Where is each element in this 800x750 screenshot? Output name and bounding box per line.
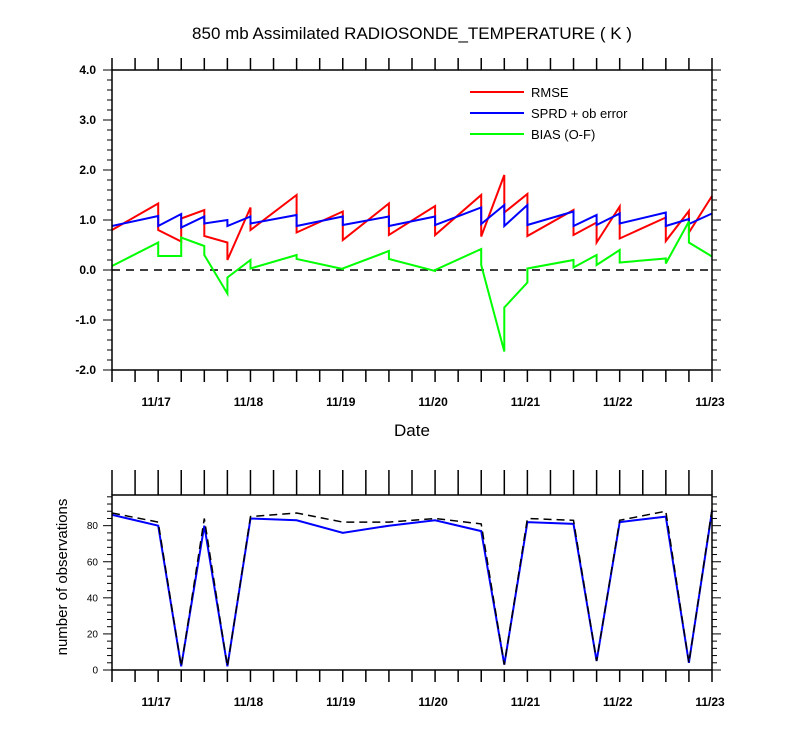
y-tick-label: 3.0 <box>79 113 96 127</box>
legend-label: SPRD + ob error <box>531 106 628 121</box>
x-tick-label: 11/23 <box>695 395 725 409</box>
obs-y-tick-label: 40 <box>87 593 99 604</box>
legend: RMSE SPRD + ob error BIAS (O-F) <box>470 85 628 142</box>
x-tick-label: 11/21 <box>511 395 541 409</box>
legend-label: RMSE <box>531 85 569 100</box>
obs-y-tick-label: 20 <box>87 629 99 640</box>
bottom-plot-content: 0 20 40 60 80 11/17 11/18 11/19 11/20 11/21 11/22 1… <box>87 470 725 709</box>
top-plot-content: -2.0 -1.0 0.0 1.0 2.0 3.0 4.0 11/17 11/18 11/19 11… <box>75 58 725 409</box>
y-tick-label: 1.0 <box>79 213 96 227</box>
top-chart: 850 mb Assimilated RADIOSONDE_TEMPERATUR… <box>75 24 725 440</box>
y-tick-label: -1.0 <box>75 313 96 327</box>
y-tick-label: 0.0 <box>79 263 96 277</box>
y-axis-label-observations: number of observations <box>54 499 71 656</box>
y-tick-label: 2.0 <box>79 163 96 177</box>
chart-title: 850 mb Assimilated RADIOSONDE_TEMPERATUR… <box>192 24 632 43</box>
x-tick-label: 11/22 <box>603 395 633 409</box>
obs-x-tick-label: 11/22 <box>603 695 633 709</box>
y-tick-label: 4.0 <box>79 63 96 77</box>
obs-y-tick-label: 0 <box>92 666 98 677</box>
obs-y-tick-label: 80 <box>87 521 99 532</box>
series-line-bias-o-f- <box>111 221 713 352</box>
y-tick-label: -2.0 <box>75 363 96 377</box>
obs-x-tick-label: 11/23 <box>695 695 725 709</box>
bottom-plot-frame <box>111 494 713 671</box>
x-tick-label: 11/17 <box>141 395 171 409</box>
top-plot-frame <box>111 69 713 371</box>
x-tick-label: 11/18 <box>234 395 264 409</box>
obs-x-tick-label: 11/17 <box>141 695 171 709</box>
series-line-sprd-ob-error <box>111 202 713 230</box>
obs-x-tick-label: 11/19 <box>326 695 356 709</box>
obs-x-tick-label: 11/18 <box>234 695 264 709</box>
obs-x-tick-label: 11/20 <box>418 695 448 709</box>
x-tick-label: 11/20 <box>418 395 448 409</box>
obs-y-tick-label: 60 <box>87 557 99 568</box>
x-axis-label: Date <box>394 421 430 440</box>
series-line-possible-observations <box>111 509 713 667</box>
bottom-chart: 0 20 40 60 80 11/17 11/18 11/19 11/20 11/21 11/22 1… <box>54 470 725 709</box>
x-tick-label: 11/19 <box>326 395 356 409</box>
obs-x-tick-label: 11/21 <box>511 695 541 709</box>
legend-label: BIAS (O-F) <box>531 127 595 142</box>
